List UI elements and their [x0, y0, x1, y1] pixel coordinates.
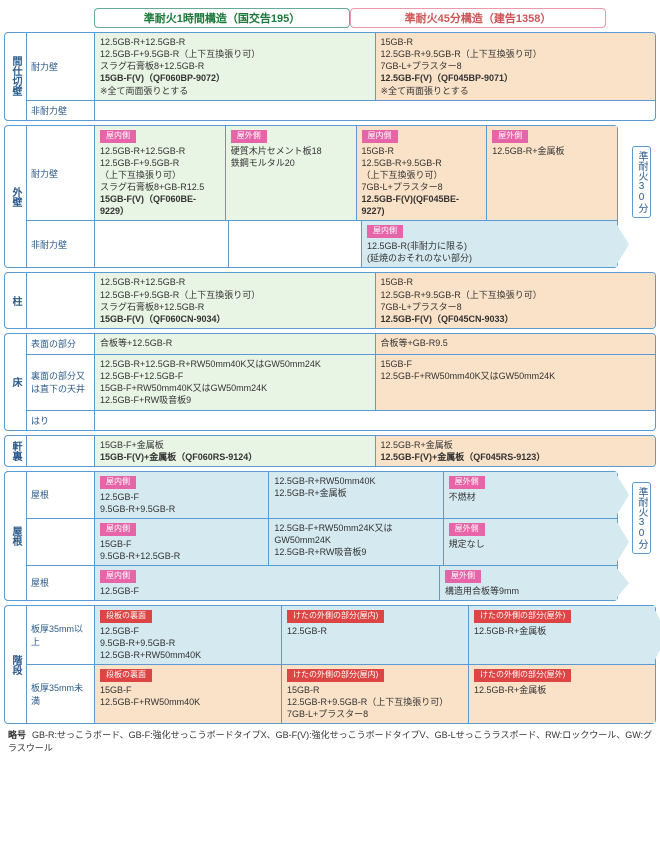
row: 板厚35mm未満段板の裏面15GB-F12.5GB-F+RW50mm40Kけたの… — [27, 664, 655, 723]
side-label: 準耐火30分 — [632, 482, 651, 554]
row: 非耐力壁 — [27, 100, 655, 120]
cell: 屋外側硬質木片セメント板18鉄鋼モルタル20 — [225, 126, 356, 221]
tag: 段板の裏面 — [100, 610, 152, 623]
row: 板厚35mm以上段板の裏面12.5GB-F9.5GB-R+9.5GB-R12.5… — [27, 606, 655, 664]
cell: 15GB-F12.5GB-F+RW50mm40K又はGW50mm24K — [375, 355, 656, 410]
sub-label: 裏面の部分又は直下の天井 — [27, 355, 95, 410]
sub-label — [27, 519, 95, 565]
block: 床表面の部分合板等+12.5GB-R合板等+GB-R9.5裏面の部分又は直下の天… — [4, 333, 656, 431]
sub-label: 屋根 — [27, 472, 95, 518]
tag: 屋内側 — [100, 476, 136, 489]
row: 屋根屋内側12.5GB-F9.5GB-R+9.5GB-R12.5GB-R+RW5… — [27, 472, 617, 518]
header-green: 準耐火1時間構造（国交告195） — [94, 8, 350, 28]
cell: 屋外側構造用合板等9mm — [439, 566, 617, 600]
tag: 屋内側 — [362, 130, 398, 143]
tag: 屋外側 — [449, 523, 485, 536]
row: 15GB-F+金属板15GB-F(V)+金属板（QF060RS-9124）12.… — [27, 436, 655, 466]
side-label: 準耐火30分 — [632, 146, 651, 218]
tag: けたの外側の部分(屋外) — [474, 669, 571, 682]
cell: 屋外側12.5GB-R+金属板 — [486, 126, 617, 221]
row: 12.5GB-R+12.5GB-R12.5GB-F+9.5GB-R（上下互換張り… — [27, 273, 655, 328]
row: はり — [27, 410, 655, 430]
cell: 12.5GB-F+RW50mm24K又はGW50mm24K12.5GB-R+RW… — [268, 519, 442, 565]
tag: 屋外側 — [231, 130, 267, 143]
cell: 屋内側12.5GB-R(非耐力に限る)(延焼のおそれのない部分) — [361, 221, 617, 267]
row: 表面の部分合板等+12.5GB-R合板等+GB-R9.5 — [27, 334, 655, 354]
row: 屋内側15GB-F9.5GB-R+12.5GB-R12.5GB-F+RW50mm… — [27, 518, 617, 565]
vertical-label: 屋根 — [5, 472, 27, 600]
cell: 屋内側15GB-R12.5GB-R+9.5GB-R（上下互換張り可）7GB-L+… — [356, 126, 487, 221]
sub-label: 非耐力壁 — [27, 101, 95, 120]
cell: 屋内側12.5GB-R+12.5GB-R12.5GB-F+9.5GB-R（上下互… — [95, 126, 225, 221]
row: 屋根屋内側12.5GB-F屋外側構造用合板等9mm — [27, 565, 617, 600]
cell: けたの外側の部分(屋外)12.5GB-R+金属板 — [468, 665, 655, 723]
sub-label: 耐力壁 — [27, 33, 95, 100]
vertical-label: 軒裏 — [5, 436, 27, 466]
cell: 12.5GB-R+12.5GB-R12.5GB-F+9.5GB-R（上下互換張り… — [95, 273, 375, 328]
tag: 段板の裏面 — [100, 669, 152, 682]
cell: 12.5GB-R+12.5GB-R+RW50mm40K又はGW50mm24K12… — [95, 355, 375, 410]
header-orange: 準耐火45分構造（建告1358） — [350, 8, 606, 28]
cell: 15GB-F+金属板15GB-F(V)+金属板（QF060RS-9124） — [95, 436, 375, 466]
sub-label — [27, 436, 95, 466]
tag: 屋外側 — [445, 570, 481, 583]
sub-label: 板厚35mm以上 — [27, 606, 95, 664]
tag: 屋内側 — [100, 570, 136, 583]
cell: 屋外側規定なし — [443, 519, 617, 565]
sub-label: はり — [27, 411, 95, 430]
block: 軒裏15GB-F+金属板15GB-F(V)+金属板（QF060RS-9124）1… — [4, 435, 656, 467]
cell: 段板の裏面15GB-F12.5GB-F+RW50mm40K — [95, 665, 281, 723]
block: 間仕切壁耐力壁12.5GB-R+12.5GB-R12.5GB-F+9.5GB-R… — [4, 32, 656, 121]
cell: 合板等+12.5GB-R — [95, 334, 375, 354]
tag: けたの外側の部分(屋内) — [287, 669, 384, 682]
cell: 合板等+GB-R9.5 — [375, 334, 656, 354]
sub-label: 板厚35mm未満 — [27, 665, 95, 723]
sub-label: 非耐力壁 — [27, 221, 95, 267]
table-container: 間仕切壁耐力壁12.5GB-R+12.5GB-R12.5GB-F+9.5GB-R… — [4, 32, 656, 724]
cell: 12.5GB-R+金属板12.5GB-F(V)+金属板（QF045RS-9123… — [375, 436, 656, 466]
vertical-label: 柱 — [5, 273, 27, 328]
footnote: 略号GB-R:せっこうボード、GB-F:強化せっこうボードタイプX、GB-F(V… — [4, 728, 656, 754]
cell: 15GB-R12.5GB-R+9.5GB-R（上下互換張り可）7GB-L+プラス… — [375, 33, 656, 100]
cell: 15GB-R12.5GB-R+9.5GB-R（上下互換張り可）7GB-L+プラス… — [375, 273, 656, 328]
tag: 屋内側 — [100, 523, 136, 536]
sub-label: 屋根 — [27, 566, 95, 600]
block: 柱 12.5GB-R+12.5GB-R12.5GB-F+9.5GB-R（上下互換張… — [4, 272, 656, 329]
tag: 屋内側 — [367, 225, 403, 238]
cell: けたの外側の部分(屋内)12.5GB-R — [281, 606, 468, 664]
cell: けたの外側の部分(屋外)12.5GB-R+金属板 — [468, 606, 655, 664]
tag: けたの外側の部分(屋内) — [287, 610, 384, 623]
cell: 12.5GB-R+RW50mm40K12.5GB-R+金属板 — [268, 472, 442, 518]
cell: 屋内側12.5GB-F9.5GB-R+9.5GB-R — [95, 472, 268, 518]
row: 耐力壁12.5GB-R+12.5GB-R12.5GB-F+9.5GB-R（上下互… — [27, 33, 655, 100]
vertical-label: 間仕切壁 — [5, 33, 27, 120]
block: 屋根屋根屋内側12.5GB-F9.5GB-R+9.5GB-R12.5GB-R+R… — [4, 471, 618, 601]
tag: けたの外側の部分(屋外) — [474, 610, 571, 623]
sub-label: 耐力壁 — [27, 126, 95, 221]
sub-label: 表面の部分 — [27, 334, 95, 354]
vertical-label: 床 — [5, 334, 27, 430]
row: 裏面の部分又は直下の天井12.5GB-R+12.5GB-R+RW50mm40K又… — [27, 354, 655, 410]
sub-label — [27, 273, 95, 328]
row: 耐力壁屋内側12.5GB-R+12.5GB-R12.5GB-F+9.5GB-R（… — [27, 126, 617, 221]
cell: 屋内側15GB-F9.5GB-R+12.5GB-R — [95, 519, 268, 565]
cell: 屋内側12.5GB-F — [95, 566, 439, 600]
tag: 屋外側 — [492, 130, 528, 143]
vertical-label: 外壁 — [5, 126, 27, 268]
block: 階段板厚35mm以上段板の裏面12.5GB-F9.5GB-R+9.5GB-R12… — [4, 605, 656, 724]
cell: 段板の裏面12.5GB-F9.5GB-R+9.5GB-R12.5GB-R+RW5… — [95, 606, 281, 664]
cell: 屋外側不燃材 — [443, 472, 617, 518]
cell: けたの外側の部分(屋内)15GB-R12.5GB-R+9.5GB-R（上下互換張… — [281, 665, 468, 723]
tag: 屋内側 — [100, 130, 136, 143]
block: 外壁耐力壁屋内側12.5GB-R+12.5GB-R12.5GB-F+9.5GB-… — [4, 125, 618, 269]
tag: 屋外側 — [449, 476, 485, 489]
row: 非耐力壁 屋内側12.5GB-R(非耐力に限る)(延焼のおそれのない部分) — [27, 220, 617, 267]
cell: 12.5GB-R+12.5GB-R12.5GB-F+9.5GB-R（上下互換張り… — [95, 33, 375, 100]
vertical-label: 階段 — [5, 606, 27, 723]
